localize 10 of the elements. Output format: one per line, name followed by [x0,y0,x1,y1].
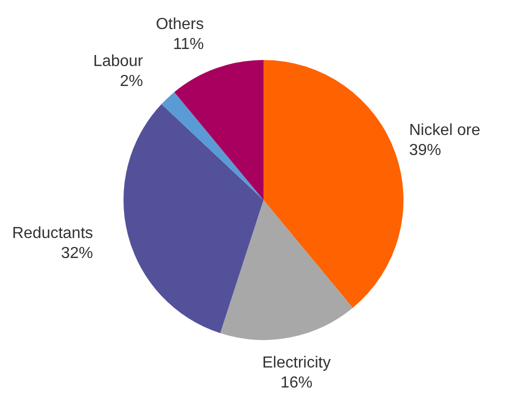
slice-label: Electricity [262,354,331,372]
slice-label: Nickel ore [409,122,480,139]
data-label: 11% [173,36,204,53]
slice-label: Others [156,16,204,33]
slice-label: Labour [93,53,144,70]
data-label: 39% [409,142,442,159]
slice-label: Reductants [12,225,94,242]
data-label: 16% [280,374,312,392]
data-label: 2% [120,73,144,90]
data-label: 32% [61,245,94,262]
